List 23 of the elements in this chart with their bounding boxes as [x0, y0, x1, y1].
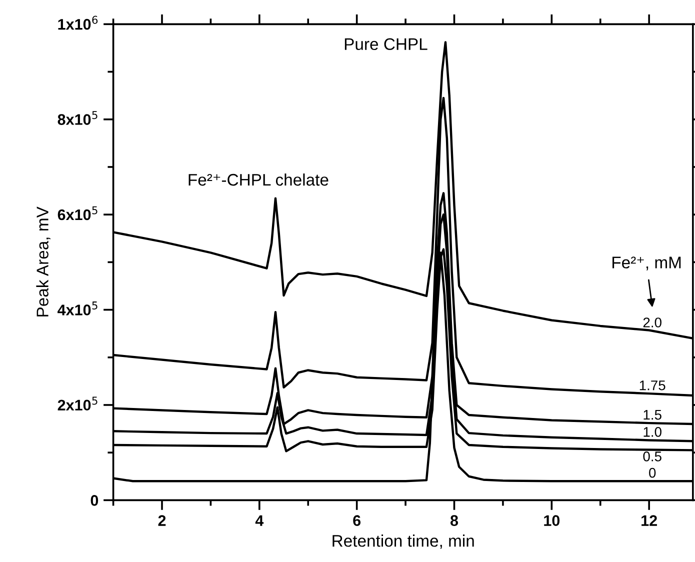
legend-label: 0.5 [643, 452, 662, 462]
y-tick-label: 8x10$^{5}$ [58, 111, 98, 125]
y-axis-title: Peak Area, mV [36, 206, 50, 316]
series-label: 0 [649, 468, 656, 478]
annotation: Pure CHPL [344, 38, 428, 50]
y-tick-label: 1x10$^{6}$ [58, 16, 98, 30]
x-tick-label: 4 [255, 515, 264, 526]
y-tick-label: 4x10$^{5}$ [58, 302, 98, 316]
x-tick-label: 8 [450, 515, 458, 526]
annotation: Fe²⁺-CHPL chelate [188, 173, 328, 186]
y-tick-label: 6x10$^{5}$ [58, 206, 98, 220]
x-axis-title: Retention time, min [332, 534, 474, 549]
series-label: 2.0 [643, 318, 662, 328]
y-tick-label: 0 [90, 495, 98, 506]
x-tick-label: 12 [642, 515, 657, 526]
x-tick-label: 2 [158, 515, 166, 526]
x-tick-label: 10 [544, 515, 560, 526]
series-label: 1.0 [644, 427, 662, 437]
series-label: 1.75 [640, 380, 666, 390]
x-tick-label: 6 [353, 515, 361, 526]
annotation: Fe²⁺, mM [612, 256, 681, 270]
y-tick-label: 2x10$^{5}$ [58, 396, 98, 411]
series-label: 1.5 [644, 410, 662, 420]
